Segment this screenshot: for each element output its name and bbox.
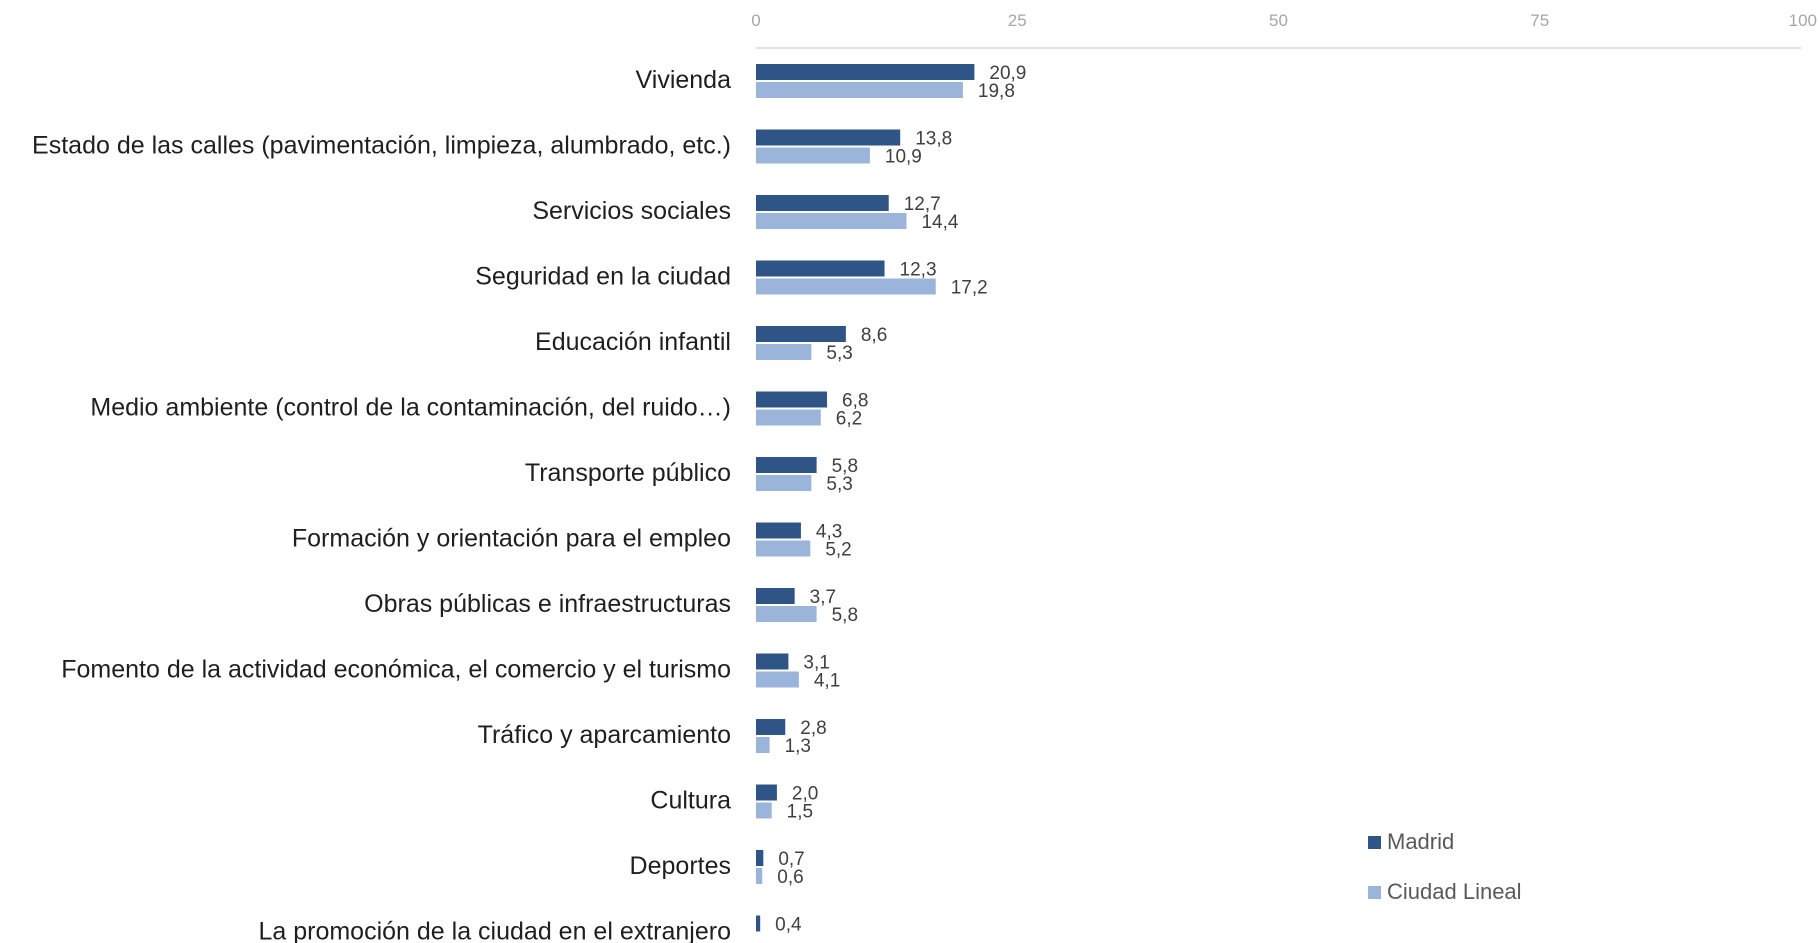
bar-madrid (756, 719, 786, 735)
bar-madrid (756, 588, 795, 604)
bars (756, 64, 975, 932)
x-tick-label: 25 (1008, 11, 1027, 30)
data-label: 8,6 (861, 325, 887, 346)
data-label: 3,1 (803, 653, 829, 674)
bar-ciudad-lineal (756, 540, 811, 557)
bar-madrid (756, 522, 801, 539)
category-label: Formación y orientación para el empleo (292, 525, 731, 553)
category-label: Cultura (650, 787, 731, 815)
bar-ciudad-lineal (756, 868, 763, 884)
bar-ciudad-lineal (756, 606, 817, 622)
category-labels: Vivienda Estado de las calles (pavimentac… (32, 66, 731, 943)
legend-label: Ciudad Lineal (1387, 879, 1522, 904)
data-label: 4,3 (816, 522, 842, 543)
bar-madrid (756, 195, 889, 211)
data-label: 6,8 (842, 391, 868, 412)
category-label: Medio ambiente (control de la contaminac… (90, 394, 731, 422)
data-label: 5,3 (826, 343, 852, 364)
category-label: La promoción de la ciudad en el extranje… (258, 918, 731, 943)
category-label: Educación infantil (535, 328, 731, 356)
data-label: 6,2 (836, 409, 862, 430)
bar-madrid (756, 129, 901, 146)
bar-madrid (756, 850, 764, 866)
category-label: Tráfico y aparcamiento (478, 721, 731, 749)
x-tick-label: 50 (1269, 11, 1288, 30)
bar-madrid (756, 64, 975, 80)
data-label: 0,6 (777, 867, 803, 888)
data-label: 0,4 (775, 915, 802, 936)
data-label: 0,7 (778, 849, 804, 870)
data-label: 17,2 (951, 278, 988, 299)
data-label: 13,8 (915, 129, 952, 150)
category-label: Servicios sociales (532, 197, 731, 225)
legend-swatch (1368, 886, 1381, 899)
bar-madrid (756, 260, 885, 277)
category-label: Vivienda (636, 66, 732, 94)
bar-madrid (756, 915, 761, 932)
data-label: 14,4 (921, 212, 958, 233)
data-label: 12,3 (900, 260, 937, 281)
data-label: 4,1 (814, 671, 840, 692)
bar-ciudad-lineal (756, 213, 907, 229)
legend-label: Madrid (1387, 829, 1454, 854)
x-tick-label: 100 (1789, 11, 1817, 30)
category-label: Obras públicas e infraestructuras (364, 590, 731, 618)
bar-ciudad-lineal (756, 278, 936, 295)
data-label: 3,7 (810, 587, 836, 608)
category-label: Transporte público (525, 459, 731, 487)
data-label: 1,5 (787, 802, 813, 823)
x-tick-label: 75 (1530, 11, 1549, 30)
data-label: 5,2 (825, 540, 851, 561)
data-label: 5,8 (832, 456, 858, 477)
bar-madrid (756, 784, 777, 801)
bar-madrid (756, 457, 817, 473)
bar-ciudad-lineal (756, 475, 812, 491)
data-labels: 20,919,8 13,810,9 12,714,4 12,3 17,2 8,6 5,3 6,… (775, 63, 1026, 936)
bar-madrid (756, 653, 789, 670)
category-label: Fomento de la actividad económica, el co… (61, 656, 731, 684)
legend-swatch (1368, 836, 1381, 849)
bar-ciudad-lineal (756, 737, 770, 753)
bar-ciudad-lineal (756, 82, 963, 98)
category-label: Deportes (630, 852, 731, 880)
x-axis: 0 25 50 75 100 (751, 11, 1817, 49)
bar-madrid (756, 391, 828, 408)
data-label: 1,3 (785, 736, 811, 757)
bar-madrid (756, 326, 846, 342)
data-label: 2,0 (792, 784, 818, 805)
data-label: 12,7 (904, 194, 941, 215)
data-label: 2,8 (800, 718, 826, 739)
bar-ciudad-lineal (756, 147, 870, 164)
bar-ciudad-lineal (756, 344, 812, 360)
category-label: Estado de las calles (pavimentación, lim… (32, 132, 731, 160)
category-label: Seguridad en la ciudad (475, 263, 731, 291)
bar-ciudad-lineal (756, 802, 772, 819)
x-tick-label: 0 (751, 11, 760, 30)
data-label: 19,8 (978, 81, 1015, 102)
data-label: 5,8 (832, 605, 858, 626)
bar-ciudad-lineal (756, 671, 799, 688)
data-label: 10,9 (885, 147, 922, 168)
bar-ciudad-lineal (756, 409, 821, 426)
data-label: 5,3 (826, 474, 852, 495)
data-label: 20,9 (989, 63, 1026, 84)
legend: Madrid Ciudad Lineal (1368, 829, 1522, 904)
